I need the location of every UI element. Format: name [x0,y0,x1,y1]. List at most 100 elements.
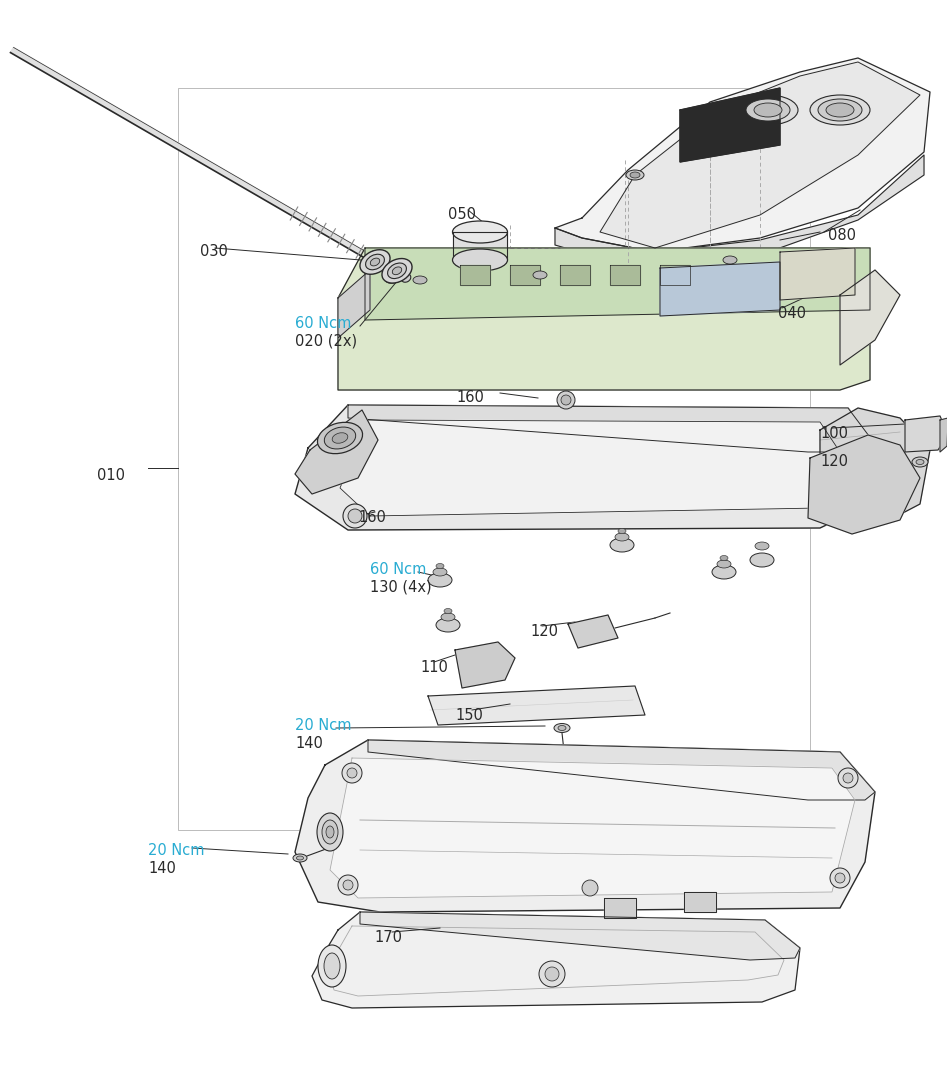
Text: 120: 120 [820,454,848,469]
Ellipse shape [610,538,634,552]
Ellipse shape [296,856,303,860]
Polygon shape [560,265,590,285]
Text: 100: 100 [820,426,848,441]
Ellipse shape [441,613,455,621]
Ellipse shape [318,945,346,987]
Polygon shape [510,265,540,285]
Text: 010: 010 [97,468,125,483]
Circle shape [561,395,571,405]
Ellipse shape [738,95,798,125]
Ellipse shape [436,563,444,569]
Polygon shape [604,898,636,918]
Polygon shape [340,420,840,516]
Ellipse shape [326,826,334,838]
Text: 170: 170 [374,930,402,945]
Circle shape [545,967,559,981]
Ellipse shape [428,573,452,587]
Ellipse shape [387,263,406,279]
Polygon shape [338,270,370,339]
Ellipse shape [413,276,427,284]
Polygon shape [660,265,690,285]
Text: 030: 030 [200,244,228,259]
Ellipse shape [615,533,629,541]
Polygon shape [365,248,870,320]
Polygon shape [453,232,507,260]
Circle shape [348,509,362,523]
Text: 160: 160 [358,510,385,525]
Ellipse shape [402,273,411,282]
Ellipse shape [720,556,728,561]
Polygon shape [368,740,875,800]
Ellipse shape [453,248,508,271]
Ellipse shape [385,265,411,283]
Bar [178,88,810,830]
Ellipse shape [712,565,736,579]
Polygon shape [312,912,800,1008]
Circle shape [835,873,845,883]
Polygon shape [840,270,900,365]
Ellipse shape [746,99,790,122]
Polygon shape [684,892,716,912]
Polygon shape [295,410,378,494]
Polygon shape [330,758,855,898]
Text: 60 Ncm: 60 Ncm [370,562,426,577]
Ellipse shape [370,258,380,266]
Polygon shape [295,405,878,529]
Polygon shape [600,62,920,248]
Polygon shape [610,265,640,285]
Circle shape [342,763,362,783]
Ellipse shape [360,250,390,275]
Text: 020 (2x): 020 (2x) [295,334,357,349]
Circle shape [843,773,853,783]
Ellipse shape [558,726,566,730]
Circle shape [838,768,858,788]
Circle shape [582,880,598,896]
Text: 130 (4x): 130 (4x) [370,580,432,595]
Ellipse shape [810,95,870,125]
Polygon shape [568,615,618,648]
Polygon shape [905,416,947,452]
Ellipse shape [332,433,348,444]
Polygon shape [338,248,870,390]
Ellipse shape [324,427,356,449]
Ellipse shape [317,422,363,454]
Polygon shape [680,88,780,162]
Circle shape [539,961,565,987]
Ellipse shape [755,542,769,550]
Ellipse shape [818,99,862,122]
Ellipse shape [618,528,626,534]
Polygon shape [780,248,855,299]
Circle shape [343,505,367,528]
Ellipse shape [324,953,340,979]
Ellipse shape [390,268,406,280]
Ellipse shape [433,569,447,576]
Text: 140: 140 [295,736,323,751]
Polygon shape [660,261,780,316]
Polygon shape [10,48,389,270]
Ellipse shape [436,618,460,631]
Ellipse shape [392,267,402,275]
Polygon shape [295,740,875,912]
Ellipse shape [322,820,338,844]
Polygon shape [348,405,878,452]
Polygon shape [808,435,920,534]
Ellipse shape [626,170,644,180]
Polygon shape [360,912,800,960]
Polygon shape [428,686,645,725]
Text: 120: 120 [530,624,558,639]
Ellipse shape [750,553,774,567]
Ellipse shape [533,271,547,279]
Text: 080: 080 [828,228,856,243]
Text: 60 Ncm: 60 Ncm [295,316,351,331]
Text: 160: 160 [456,390,484,405]
Polygon shape [555,155,924,268]
Ellipse shape [630,173,640,178]
Ellipse shape [912,457,928,467]
Circle shape [347,768,357,778]
Ellipse shape [366,254,384,270]
Text: 040: 040 [778,306,806,321]
Circle shape [338,875,358,895]
Polygon shape [940,418,947,452]
Polygon shape [455,642,515,688]
Ellipse shape [554,724,570,732]
